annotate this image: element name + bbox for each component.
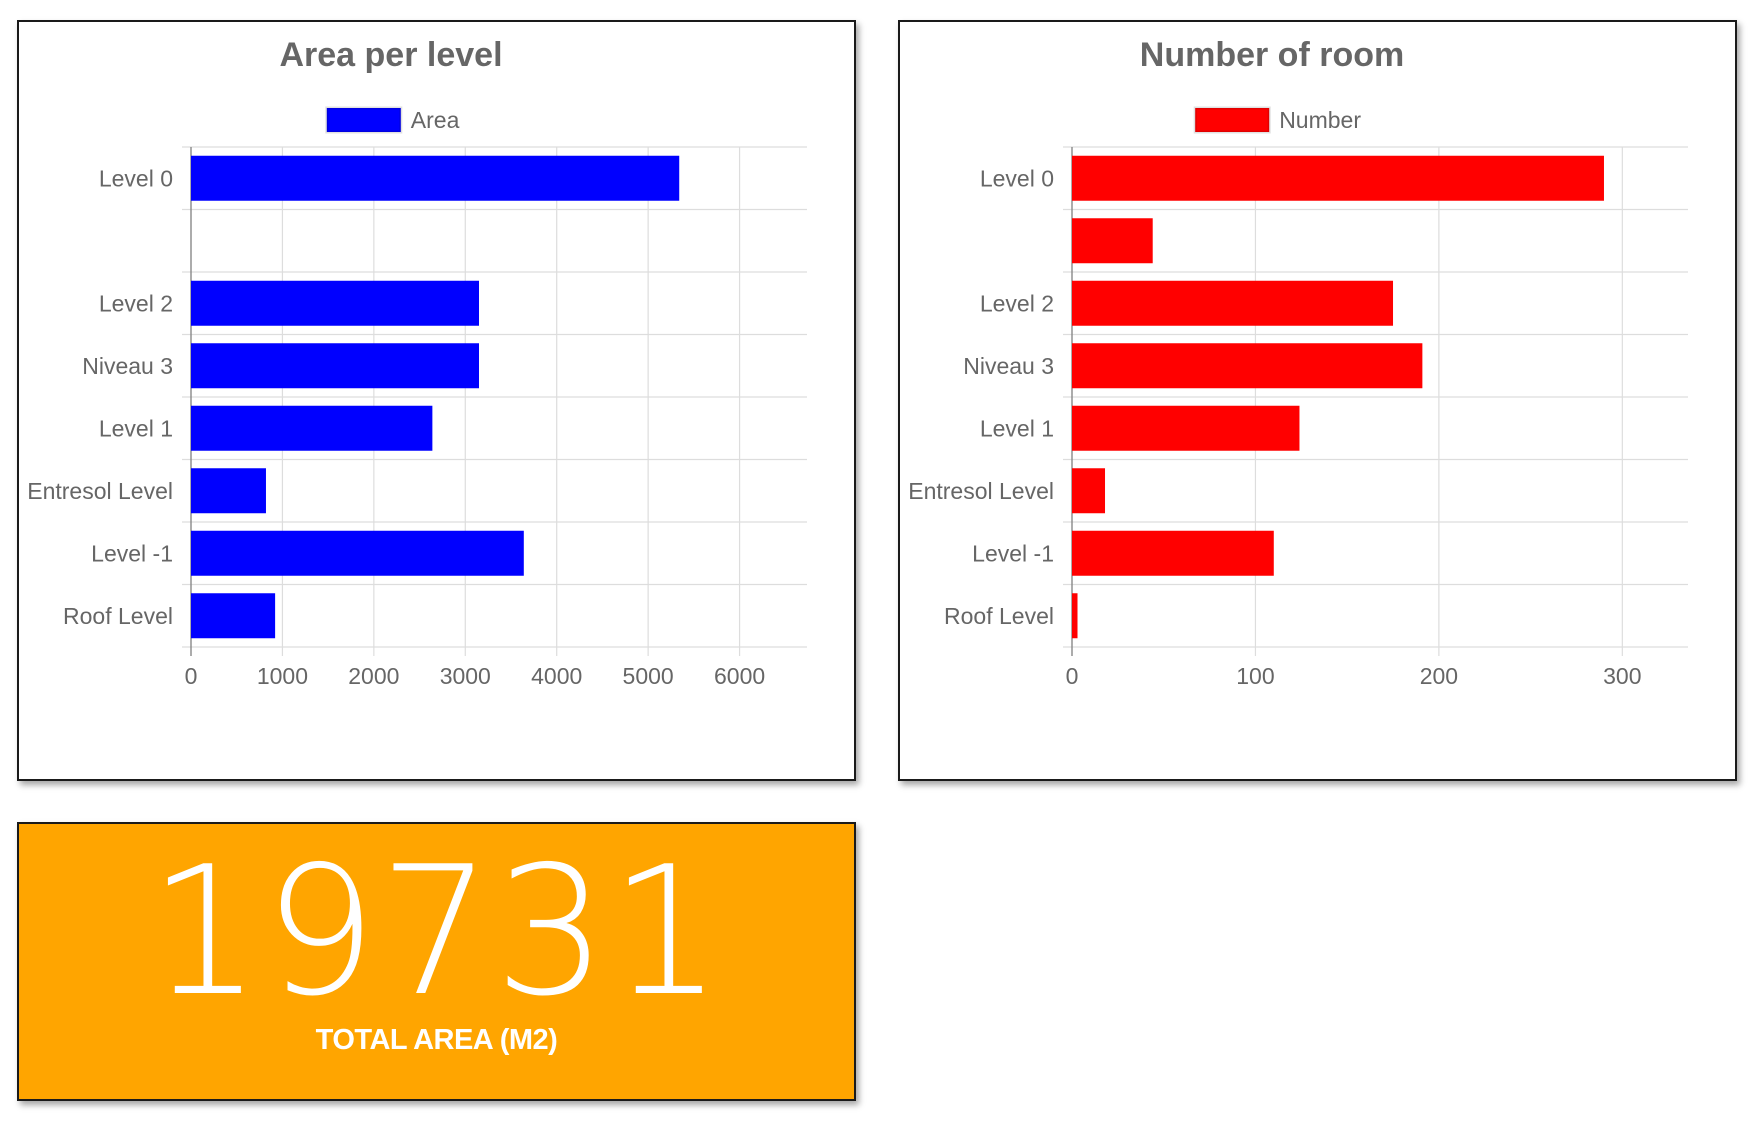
- rooms-x-tick-label: 200: [1420, 663, 1458, 689]
- area-category-label-level-2: Level 2: [99, 290, 173, 316]
- area-x-tick-label: 1000: [257, 663, 308, 689]
- area-bars: [191, 155, 680, 639]
- area-grid: [182, 146, 807, 656]
- area-x-tick-label: 6000: [714, 663, 765, 689]
- rooms-bar-niveau-3: [1072, 343, 1423, 389]
- total-area-label: TOTAL AREA (M2): [315, 1024, 558, 1056]
- rooms-category-label-entresol-level: Entresol Level: [908, 478, 1054, 504]
- area-legend-swatch: [325, 106, 403, 134]
- total-area-value: 19731: [148, 828, 725, 1035]
- area-bar-entresol-level: [191, 468, 266, 514]
- rooms-x-tick-label: 300: [1603, 663, 1641, 689]
- area-bar-niveau-3: [191, 343, 479, 389]
- rooms-category-label-niveau-3: Niveau 3: [963, 353, 1054, 379]
- rooms-bar-entresol-level: [1072, 468, 1106, 514]
- area-x-tick-label: 4000: [531, 663, 582, 689]
- number-of-room-chart: Number of room Number Level 0 Level 2 Niveau…: [908, 36, 1688, 689]
- area-bar-level-0: [191, 155, 680, 201]
- rooms-category-label-level-2: Level 2: [980, 290, 1054, 316]
- area-legend-label: Area: [411, 107, 460, 133]
- area-x-tick-label: 3000: [440, 663, 491, 689]
- rooms-bar-level-2: [1072, 280, 1394, 326]
- area-category-label-level-1: Level 1: [99, 415, 173, 441]
- area-bar-roof-level: [191, 593, 276, 639]
- rooms-legend-swatch: [1193, 106, 1271, 134]
- area-x-tick-label: 0: [185, 663, 198, 689]
- area-category-label-roof-level: Roof Level: [63, 603, 173, 629]
- rooms-category-label-level-1: Level 1: [980, 415, 1054, 441]
- area-bar-level-1: [191, 405, 433, 451]
- rooms-bar-level-1: [1072, 405, 1300, 451]
- rooms-x-tick-label: 0: [1066, 663, 1079, 689]
- area-category-label-entresol-level: Entresol Level: [27, 478, 173, 504]
- area-category-label-level-1: Level -1: [91, 540, 173, 566]
- number-of-room-chart-panel: Number of room Number Level 0 Level 2 Niveau…: [898, 20, 1737, 781]
- rooms-bar-level-0: [1072, 155, 1604, 201]
- area-category-label-niveau-3: Niveau 3: [82, 353, 173, 379]
- area-x-tick-label: 5000: [623, 663, 674, 689]
- area-per-level-chart-panel: Area per level Area Level 0 Level 2 Niveau 3…: [17, 20, 856, 781]
- rooms-chart-title: Number of room: [1140, 36, 1404, 74]
- rooms-category-label-roof-level: Roof Level: [944, 603, 1054, 629]
- rooms-bar-roof-level: [1072, 593, 1078, 639]
- area-x-tick-label: 2000: [348, 663, 399, 689]
- rooms-bars: [1072, 155, 1604, 639]
- rooms-category-label-level-0: Level 0: [980, 165, 1054, 191]
- rooms-bar-level-1: [1072, 530, 1274, 576]
- area-bar-level-2: [191, 280, 479, 326]
- rooms-legend-label: Number: [1279, 107, 1361, 133]
- area-bar-level-1: [191, 530, 524, 576]
- rooms-category-label-level-1: Level -1: [972, 540, 1054, 566]
- area-category-label-level-0: Level 0: [99, 165, 173, 191]
- rooms-x-tick-label: 100: [1236, 663, 1274, 689]
- area-chart-title: Area per level: [279, 36, 502, 74]
- rooms-bar-unlabeled: [1072, 218, 1153, 264]
- total-area-card: 19731 TOTAL AREA (M2): [17, 822, 856, 1101]
- area-per-level-chart: Area per level Area Level 0 Level 2 Niveau 3…: [27, 36, 807, 689]
- rooms-grid: [1063, 146, 1688, 656]
